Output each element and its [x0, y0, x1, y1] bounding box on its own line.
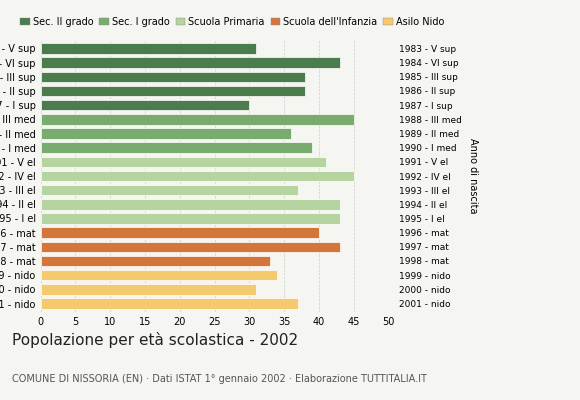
Bar [41, 128, 291, 139]
Bar [41, 298, 298, 309]
Bar [41, 171, 354, 181]
Bar [41, 100, 249, 110]
Bar [41, 185, 298, 196]
Bar [41, 242, 340, 252]
Bar [41, 213, 340, 224]
Bar [41, 142, 312, 153]
Bar [41, 43, 256, 54]
Bar [41, 227, 319, 238]
Bar [41, 72, 305, 82]
Bar [41, 284, 256, 295]
Text: Popolazione per età scolastica - 2002: Popolazione per età scolastica - 2002 [12, 332, 298, 348]
Text: COMUNE DI NISSORIA (EN) · Dati ISTAT 1° gennaio 2002 · Elaborazione TUTTITALIA.I: COMUNE DI NISSORIA (EN) · Dati ISTAT 1° … [12, 374, 426, 384]
Bar [41, 86, 305, 96]
Bar [41, 57, 340, 68]
Y-axis label: Anno di nascita: Anno di nascita [467, 138, 478, 214]
Bar [41, 270, 277, 280]
Bar [41, 256, 270, 266]
Legend: Sec. II grado, Sec. I grado, Scuola Primaria, Scuola dell'Infanzia, Asilo Nido: Sec. II grado, Sec. I grado, Scuola Prim… [16, 13, 448, 31]
Bar [41, 199, 340, 210]
Bar [41, 114, 354, 125]
Bar [41, 156, 326, 167]
